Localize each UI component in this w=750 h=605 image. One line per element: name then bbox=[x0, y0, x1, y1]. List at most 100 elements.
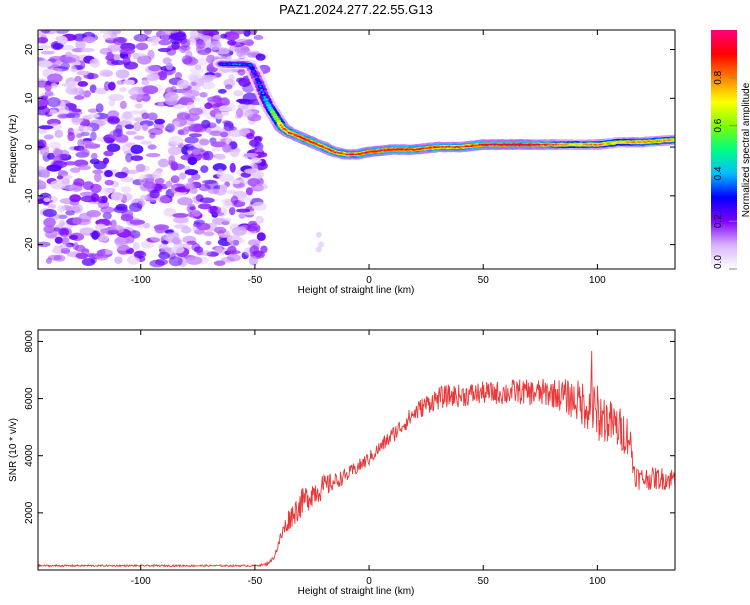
noise-blob bbox=[223, 122, 235, 132]
noise-blob bbox=[197, 30, 211, 35]
noise-blob bbox=[227, 39, 237, 46]
noise-blob bbox=[210, 40, 222, 51]
noise-blob bbox=[219, 97, 230, 107]
noise-blob bbox=[227, 129, 244, 138]
noise-blob bbox=[42, 209, 57, 217]
noise-blob bbox=[157, 195, 171, 204]
noise-blob bbox=[107, 44, 122, 52]
y-tick-label: 0 bbox=[24, 144, 35, 150]
noise-blob bbox=[255, 215, 264, 224]
ridge-segment bbox=[272, 113, 276, 116]
noise-blob bbox=[315, 246, 322, 253]
noise-blob bbox=[186, 256, 203, 265]
noise-blob bbox=[203, 231, 215, 237]
noise-blob bbox=[123, 79, 135, 85]
noise-blob bbox=[146, 237, 161, 243]
spectrogram-ridge-layer bbox=[212, 58, 675, 160]
noise-blob bbox=[113, 53, 121, 62]
noise-blob bbox=[116, 80, 125, 85]
noise-blob bbox=[90, 131, 97, 141]
noise-blob bbox=[214, 246, 223, 253]
noise-blob bbox=[130, 93, 146, 101]
x-tick-label: -50 bbox=[248, 576, 263, 587]
snr-x-label: Height of straight line (km) bbox=[298, 586, 415, 597]
noise-blob bbox=[195, 40, 206, 49]
noise-blob bbox=[125, 130, 137, 135]
noise-blob bbox=[43, 134, 54, 140]
noise-blob bbox=[119, 87, 127, 92]
noise-blob bbox=[185, 50, 193, 60]
noise-blob bbox=[188, 123, 204, 133]
y-tick-label: 2000 bbox=[24, 501, 35, 524]
noise-blob bbox=[95, 87, 108, 95]
noise-blob bbox=[201, 179, 217, 184]
noise-blob bbox=[154, 177, 165, 185]
noise-blob bbox=[236, 108, 244, 118]
noise-blob bbox=[206, 251, 219, 257]
noise-blob bbox=[120, 186, 132, 193]
noise-blob bbox=[123, 61, 139, 70]
noise-blob bbox=[46, 97, 62, 108]
noise-blob bbox=[50, 82, 58, 89]
noise-blob bbox=[147, 112, 158, 121]
noise-blob bbox=[111, 60, 126, 66]
noise-blob bbox=[108, 98, 116, 107]
noise-blob bbox=[179, 45, 187, 53]
spectrogram-x-label: Height of straight line (km) bbox=[298, 285, 415, 296]
noise-blob bbox=[61, 178, 71, 185]
ridge-segment bbox=[250, 67, 254, 70]
noise-blob bbox=[133, 135, 145, 140]
spectrogram-noise-layer bbox=[38, 30, 325, 268]
noise-blob bbox=[60, 56, 77, 64]
noise-blob bbox=[199, 92, 208, 98]
noise-blob bbox=[125, 247, 135, 254]
noise-blob bbox=[120, 192, 133, 202]
noise-blob bbox=[227, 245, 237, 255]
noise-blob bbox=[141, 112, 150, 120]
colorbar-tick-label: 0.0 bbox=[713, 255, 724, 269]
ridge-segment bbox=[275, 117, 279, 120]
noise-blob bbox=[68, 185, 83, 193]
noise-blob bbox=[318, 241, 325, 248]
noise-blob bbox=[107, 229, 120, 235]
noise-blob bbox=[157, 101, 164, 108]
noise-blob bbox=[222, 143, 232, 153]
noise-blob bbox=[41, 169, 51, 179]
noise-blob bbox=[99, 235, 109, 242]
noise-blob bbox=[248, 256, 259, 266]
noise-blob bbox=[68, 234, 79, 240]
ridge-segment bbox=[271, 110, 275, 113]
noise-blob bbox=[245, 187, 253, 196]
noise-blob bbox=[233, 90, 244, 97]
noise-blob bbox=[315, 231, 322, 238]
noise-blob bbox=[255, 53, 266, 61]
noise-blob bbox=[81, 149, 90, 157]
noise-blob bbox=[57, 35, 68, 46]
x-tick-label: 0 bbox=[366, 275, 372, 286]
noise-blob bbox=[198, 183, 211, 192]
noise-blob bbox=[66, 81, 78, 89]
noise-blob bbox=[215, 217, 232, 222]
noise-blob bbox=[146, 36, 162, 43]
noise-blob bbox=[188, 107, 203, 116]
noise-blob bbox=[189, 38, 197, 46]
noise-blob bbox=[213, 260, 226, 267]
ridge-segment bbox=[249, 64, 253, 67]
noise-blob bbox=[82, 36, 96, 43]
snr-y-label: SNR (10 * v/v) bbox=[8, 418, 19, 482]
noise-blob bbox=[168, 256, 183, 267]
ridge-segment bbox=[257, 81, 261, 84]
noise-blob bbox=[139, 174, 146, 184]
noise-blob bbox=[100, 206, 115, 214]
ridge-segment bbox=[285, 129, 288, 132]
noise-blob bbox=[110, 117, 120, 124]
noise-blob bbox=[199, 138, 210, 146]
noise-blob bbox=[246, 30, 258, 35]
noise-blob bbox=[94, 172, 102, 183]
noise-blob bbox=[147, 144, 157, 150]
noise-blob bbox=[124, 124, 134, 130]
noise-blob bbox=[106, 143, 121, 152]
noise-blob bbox=[188, 133, 202, 138]
noise-blob bbox=[253, 250, 263, 258]
noise-blob bbox=[58, 227, 72, 238]
